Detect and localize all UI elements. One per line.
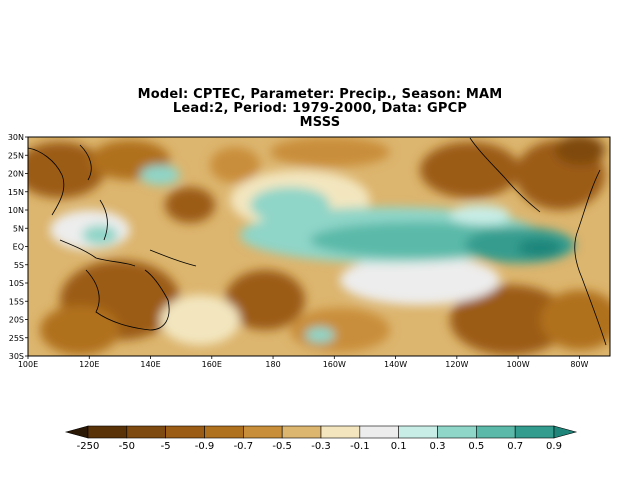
colorbar-min-arrow	[64, 425, 89, 439]
chart-title-line3: MSSS	[299, 115, 341, 130]
lat-label: 10N	[8, 206, 24, 215]
lon-label: 140W	[384, 360, 407, 369]
precip-skill-field	[28, 137, 610, 356]
colorbar-label: -250	[77, 441, 100, 452]
lat-label: 30N	[8, 133, 24, 142]
lon-label: 160E	[202, 360, 222, 369]
longitude-axis: 100E 120E 140E 160E 180 160W 140W 120W 100W 80W	[18, 356, 589, 369]
colorbar-label: 0.5	[468, 441, 484, 452]
colorbar-swatch	[320, 425, 361, 439]
colorbar-swatch	[514, 425, 555, 439]
lon-label: 100W	[507, 360, 530, 369]
lat-label: 30S	[9, 352, 24, 361]
lat-label: 10S	[9, 279, 24, 288]
colorbar-label: 0.3	[430, 441, 446, 452]
colorbar-label: -0.7	[234, 441, 254, 452]
chart-title-line2: Lead:2, Period: 1979-2000, Data: GPCP	[172, 101, 468, 116]
colorbar-swatch	[398, 425, 438, 439]
lon-label: 160W	[323, 360, 346, 369]
colorbar-swatch	[87, 425, 128, 439]
colorbar-label: -50	[119, 441, 135, 452]
lon-label: 100E	[18, 360, 38, 369]
lat-label: 15S	[9, 297, 24, 306]
chart-title-line1: Model: CPTEC, Parameter: Precip., Season…	[137, 87, 503, 102]
colorbar-swatch	[281, 425, 322, 439]
colorbar-swatch	[204, 425, 244, 439]
lon-label: 120W	[445, 360, 468, 369]
colorbar: -250 -50 -5 -0.9 -0.7 -0.5 -0.3 -0.1 0.1 0.3 0.5 0.…	[64, 425, 578, 452]
lon-label: 80W	[570, 360, 588, 369]
lon-label: 140E	[140, 360, 160, 369]
lat-label: 5S	[14, 261, 24, 270]
lon-label: 180	[265, 360, 280, 369]
colorbar-swatch	[359, 425, 399, 439]
colorbar-label: 0.7	[507, 441, 523, 452]
colorbar-label: -0.5	[272, 441, 292, 452]
colorbar-label: -0.1	[350, 441, 370, 452]
latitude-axis: 30N 25N 20N 15N 10N 5N EQ 5S 10S 15S 20S 25S 30S	[8, 133, 28, 361]
lat-label: 15N	[8, 188, 24, 197]
colorbar-label: -5	[161, 441, 171, 452]
colorbar-swatch	[476, 425, 516, 439]
colorbar-swatch	[243, 425, 283, 439]
lat-label: 5N	[13, 224, 24, 233]
colorbar-label: -0.3	[311, 441, 331, 452]
lat-label: 20N	[8, 170, 24, 179]
colorbar-label: 0.9	[546, 441, 562, 452]
lat-label: 25S	[9, 334, 24, 343]
lat-label: EQ	[13, 243, 24, 252]
colorbar-swatch	[126, 425, 166, 439]
lon-label: 120E	[79, 360, 99, 369]
colorbar-label: -0.9	[195, 441, 215, 452]
lat-label: 20S	[9, 316, 24, 325]
colorbar-max-arrow	[553, 425, 578, 439]
colorbar-label: 0.1	[391, 441, 407, 452]
lat-label: 25N	[8, 151, 24, 160]
colorbar-swatch	[165, 425, 205, 439]
colorbar-swatch	[437, 425, 477, 439]
